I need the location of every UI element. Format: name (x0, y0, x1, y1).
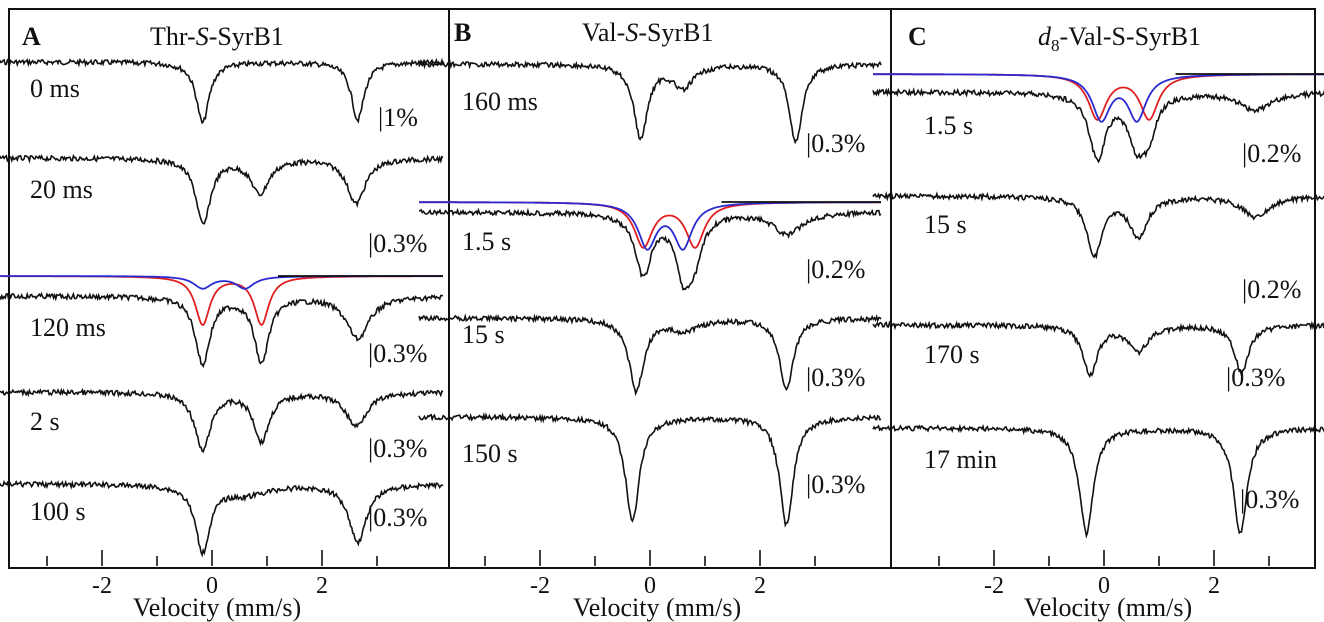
scale-bar-label: |0.3% (368, 503, 427, 532)
spectrum-trace (418, 59, 882, 145)
panel-a-plot: -2 0 20 ms|1%20 ms|0.3%120 ms|0.3%2 s|0.3%… (0, 57, 444, 599)
trace-time-label: 120 ms (30, 313, 106, 342)
panel-a-letter: A (22, 22, 41, 51)
panel-a-axis-title: Velocity (mm/s) (133, 593, 301, 622)
panel-b-letter: B (454, 18, 471, 47)
spectrum-trace (0, 57, 444, 125)
panel-b-title-pre: Val- (582, 18, 625, 47)
plots-layer: -2 0 20 ms|1%20 ms|0.3%120 ms|0.3%2 s|0.3%… (0, 57, 1324, 599)
trace-time-label: 170 s (924, 340, 980, 369)
trace-time-label: 1.5 s (462, 227, 511, 256)
x-tick-label: 2 (316, 573, 328, 599)
spectrum-trace (0, 479, 444, 558)
x-tick-label: 2 (754, 573, 766, 599)
panel-c-title: d8-Val-S-SyrB1 (1038, 22, 1201, 55)
x-tick-label: -2 (92, 573, 112, 599)
trace-time-label: 0 ms (30, 74, 80, 103)
trace-time-label: 20 ms (30, 175, 93, 204)
x-tick-label: 0 (644, 573, 656, 599)
figure-frame (8, 8, 1316, 569)
trace-time-label: 15 s (924, 210, 967, 239)
scale-bar-label: |0.3% (806, 470, 865, 499)
spectrum-trace (872, 87, 1324, 164)
spectrum-trace (418, 411, 882, 528)
trace-time-label: 160 ms (462, 87, 538, 116)
panel-a-title-post: -SyrB1 (209, 22, 284, 51)
spectrum-trace (0, 291, 444, 369)
panel-b-title: Val-S-SyrB1 (582, 18, 713, 47)
trace-time-label: 100 s (30, 497, 86, 526)
x-tick-label: 0 (1098, 573, 1110, 599)
panel-c-axis-title: Velocity (mm/s) (1024, 593, 1192, 622)
trace-time-label: 17 min (924, 445, 997, 474)
panel-c-title-pre: d (1038, 22, 1052, 51)
scale-bar-label: |0.3% (368, 229, 427, 258)
trace-time-label: 150 s (462, 439, 518, 468)
trace-time-label: 1.5 s (924, 111, 973, 140)
scale-bar-label: |0.2% (1242, 139, 1301, 168)
scale-bar-label: |0.2% (806, 255, 865, 284)
scale-bar-label: |0.3% (368, 339, 427, 368)
scale-bar-label: |0.3% (806, 363, 865, 392)
scale-bar-label: |0.3% (806, 129, 865, 158)
panel-a-title-pre: Thr- (150, 22, 196, 51)
panel-b-title-ital: S (625, 18, 638, 47)
panel-b-title-post: -SyrB1 (638, 18, 713, 47)
spectrum-trace (872, 191, 1324, 260)
panel-c-letter: C (908, 22, 927, 51)
panel-c-title-sub: 8 (1051, 36, 1060, 55)
scale-bar-label: |0.3% (368, 434, 427, 463)
scale-bar-label: |0.2% (1242, 275, 1301, 304)
x-tick-label: 2 (1208, 573, 1220, 599)
spectrum-trace (0, 387, 444, 454)
x-tick-label: -2 (984, 573, 1004, 599)
x-tick-label: 0 (206, 573, 218, 599)
panel-c-plot: -2 0 2 1.5 s |0.2% 15 s |0.2% 170 s |0.3% 17 min |… (872, 73, 1324, 599)
panel-a-title: Thr-S-SyrB1 (150, 22, 284, 51)
x-tick-label: -2 (530, 573, 550, 599)
scale-bar-label: |0.3% (1240, 485, 1299, 514)
spectrum-trace (872, 423, 1324, 539)
panel-b-axis-title: Velocity (mm/s) (573, 593, 741, 622)
spectrum-trace (418, 207, 882, 291)
trace-time-label: 2 s (30, 407, 60, 436)
spectrum-trace (872, 320, 1324, 379)
scale-bar-label: |0.3% (1226, 363, 1285, 392)
scale-bar-label: |1% (378, 103, 418, 132)
spectrum-trace (418, 313, 882, 397)
trace-time-label: 15 s (462, 320, 505, 349)
spectrum-trace (0, 153, 444, 225)
panel-a-title-ital: S (196, 22, 209, 51)
panel-c-title-post: -Val-S-SyrB1 (1060, 22, 1202, 51)
panel-b-plot: -2 0 2 160 ms |0.3% 1.5 s |0.2% 15 s |0.3% 150 s |… (418, 59, 882, 599)
